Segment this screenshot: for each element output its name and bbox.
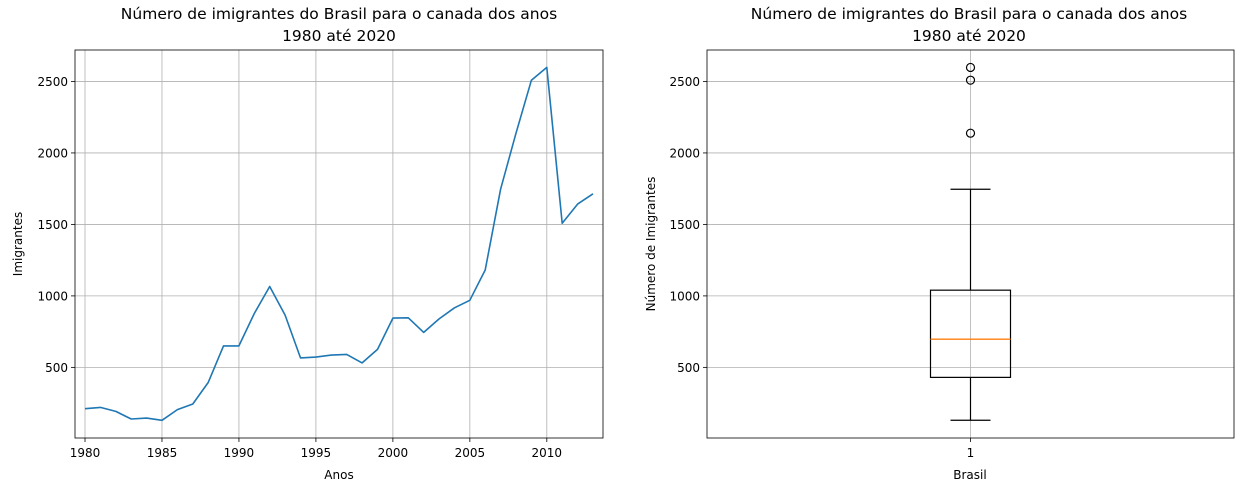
box-chart-y-axis-label: Número de Imigrantes [644, 177, 658, 312]
y-tick-label: 2000 [669, 146, 700, 160]
outlier-point [965, 75, 976, 85]
y-tick-label: 500 [677, 361, 700, 375]
box-chart: Número de imigrantes do Brasil para o ca… [644, 5, 1235, 482]
x-tick-label: 1985 [147, 446, 178, 460]
line-chart-title-line2: 1980 até 2020 [282, 27, 396, 45]
iqr-box [929, 289, 1012, 378]
box-chart-title-line1: Número de imigrantes do Brasil para o ca… [751, 5, 1187, 23]
x-tick-label: 1980 [70, 446, 101, 460]
box-chart-x-axis-label: Brasil [953, 468, 986, 482]
y-tick-label: 2500 [37, 75, 68, 89]
x-tick-label: 1990 [224, 446, 255, 460]
line-chart-series-line [84, 66, 594, 422]
x-tick-label: 2005 [455, 446, 486, 460]
y-tick-label: 1500 [669, 218, 700, 232]
line-chart-title-line1: Número de imigrantes do Brasil para o ca… [121, 5, 557, 23]
line-chart-x-axis-label: Anos [324, 468, 353, 482]
y-tick-label: 2500 [669, 75, 700, 89]
x-tick-label: 1 [967, 446, 975, 460]
box-chart-frame [706, 49, 1235, 439]
line-chart-ticks: 1980 1985 1990 1995 2000 2005 2010 500 1000 1500 2… [37, 75, 562, 460]
box-chart-title-line2: 1980 até 2020 [912, 27, 1026, 45]
y-tick-label: 1000 [37, 289, 68, 303]
x-tick-label: 1995 [301, 446, 332, 460]
y-tick-label: 1000 [669, 289, 700, 303]
y-tick-label: 2000 [37, 146, 68, 160]
line-chart-grid [75, 50, 603, 438]
line-chart-frame [74, 49, 604, 439]
y-tick-label: 1500 [37, 218, 68, 232]
box-chart-boxplot [929, 62, 1012, 421]
outlier-point [965, 62, 976, 73]
y-tick-label: 500 [45, 361, 68, 375]
line-chart: Número de imigrantes do Brasil para o ca… [11, 5, 604, 482]
outlier-point [965, 128, 976, 138]
line-chart-y-axis-label: Imigrantes [11, 212, 25, 276]
box-chart-ticks: 500 1000 1500 2000 2500 1 [669, 75, 974, 460]
x-tick-label: 2010 [532, 446, 563, 460]
x-tick-label: 2000 [378, 446, 409, 460]
